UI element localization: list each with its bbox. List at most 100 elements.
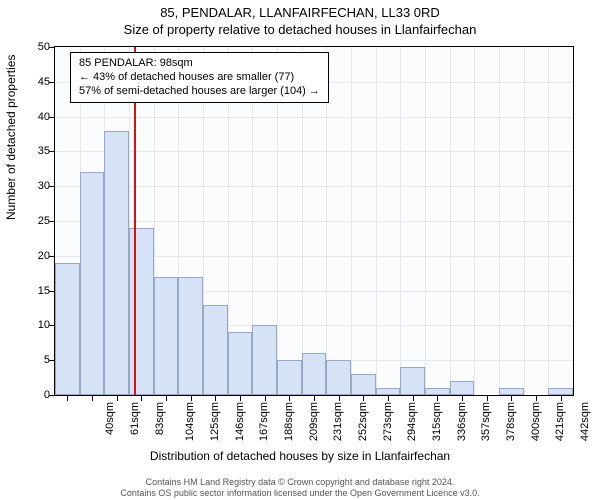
grid-vertical (450, 47, 451, 395)
y-tick-label: 0 (0, 389, 50, 401)
histogram-bar (277, 360, 302, 395)
x-tick-mark (462, 396, 463, 401)
x-tick-label: 336sqm (456, 402, 468, 441)
y-tick-mark (49, 395, 54, 396)
x-tick-mark (265, 396, 266, 401)
x-tick-label: 40sqm (104, 402, 116, 435)
chart-container: 85, PENDALAR, LLANFAIRFECHAN, LL33 0RD S… (0, 0, 600, 500)
histogram-bar (351, 374, 376, 395)
histogram-bar (203, 305, 228, 395)
grid-horizontal (55, 221, 573, 222)
histogram-bar (55, 263, 80, 395)
x-tick-label: 273sqm (382, 402, 394, 441)
x-tick-mark (141, 396, 142, 401)
y-tick-mark (49, 291, 54, 292)
histogram-bar (548, 388, 573, 395)
histogram-bar (228, 332, 253, 395)
y-tick-mark (49, 117, 54, 118)
grid-vertical (425, 47, 426, 395)
x-axis-label: Distribution of detached houses by size … (0, 449, 600, 463)
x-tick-mark (363, 396, 364, 401)
y-tick-label: 30 (0, 180, 50, 192)
y-tick-label: 10 (0, 319, 50, 331)
y-tick-mark (49, 82, 54, 83)
x-tick-mark (487, 396, 488, 401)
histogram-bar (376, 388, 401, 395)
x-tick-mark (314, 396, 315, 401)
y-tick-mark (49, 186, 54, 187)
x-tick-label: 294sqm (406, 402, 418, 441)
grid-vertical (474, 47, 475, 395)
footer-attribution: Contains HM Land Registry data © Crown c… (0, 477, 600, 498)
grid-vertical (499, 47, 500, 395)
x-tick-mark (289, 396, 290, 401)
y-tick-mark (49, 256, 54, 257)
histogram-bar (80, 172, 105, 395)
y-tick-mark (49, 221, 54, 222)
x-tick-label: 252sqm (357, 402, 369, 441)
x-tick-label: 61sqm (129, 402, 141, 435)
annotation-box: 85 PENDALAR: 98sqm ← 43% of detached hou… (70, 52, 329, 103)
y-tick-label: 20 (0, 250, 50, 262)
histogram-bar (400, 367, 425, 395)
y-tick-label: 5 (0, 354, 50, 366)
histogram-bar (302, 353, 327, 395)
annotation-line3: 57% of semi-detached houses are larger (… (79, 85, 320, 99)
x-tick-mark (166, 396, 167, 401)
x-tick-label: 209sqm (308, 402, 320, 441)
x-tick-mark (191, 396, 192, 401)
histogram-bar (326, 360, 351, 395)
x-tick-label: 231sqm (332, 402, 344, 441)
x-tick-label: 315sqm (431, 402, 443, 441)
histogram-bar (450, 381, 475, 395)
y-tick-label: 15 (0, 285, 50, 297)
grid-vertical (400, 47, 401, 395)
histogram-bar (252, 325, 277, 395)
grid-horizontal (55, 117, 573, 118)
histogram-bar (425, 388, 450, 395)
chart-title-line2: Size of property relative to detached ho… (0, 21, 600, 42)
grid-vertical (548, 47, 549, 395)
x-tick-label: 83sqm (154, 402, 166, 435)
histogram-bar (154, 277, 179, 395)
x-tick-label: 421sqm (554, 402, 566, 441)
y-tick-label: 50 (0, 41, 50, 53)
x-tick-mark (536, 396, 537, 401)
x-tick-mark (388, 396, 389, 401)
y-tick-label: 25 (0, 215, 50, 227)
x-tick-mark (561, 396, 562, 401)
x-tick-label: 125sqm (209, 402, 221, 441)
y-tick-mark (49, 360, 54, 361)
histogram-bar (129, 228, 154, 395)
x-tick-label: 442sqm (579, 402, 591, 441)
footer-line1: Contains HM Land Registry data © Crown c… (0, 477, 600, 487)
histogram-bar (499, 388, 524, 395)
x-tick-label: 167sqm (258, 402, 270, 441)
x-tick-mark (92, 396, 93, 401)
chart-title-line1: 85, PENDALAR, LLANFAIRFECHAN, LL33 0RD (0, 0, 600, 21)
x-tick-mark (437, 396, 438, 401)
y-tick-label: 45 (0, 76, 50, 88)
x-tick-mark (117, 396, 118, 401)
y-tick-mark (49, 325, 54, 326)
grid-vertical (376, 47, 377, 395)
x-tick-label: 104sqm (184, 402, 196, 441)
x-tick-label: 146sqm (234, 402, 246, 441)
histogram-bar (178, 277, 203, 395)
x-tick-mark (413, 396, 414, 401)
x-tick-label: 188sqm (283, 402, 295, 441)
grid-vertical (524, 47, 525, 395)
x-tick-label: 357sqm (480, 402, 492, 441)
x-tick-mark (240, 396, 241, 401)
histogram-bar (104, 131, 129, 395)
x-tick-mark (339, 396, 340, 401)
y-tick-label: 35 (0, 145, 50, 157)
x-tick-label: 400sqm (530, 402, 542, 441)
footer-line2: Contains OS public sector information li… (0, 488, 600, 498)
grid-horizontal (55, 151, 573, 152)
y-tick-mark (49, 151, 54, 152)
x-tick-mark (215, 396, 216, 401)
annotation-line1: 85 PENDALAR: 98sqm (79, 57, 320, 71)
grid-vertical (351, 47, 352, 395)
x-tick-mark (67, 396, 68, 401)
